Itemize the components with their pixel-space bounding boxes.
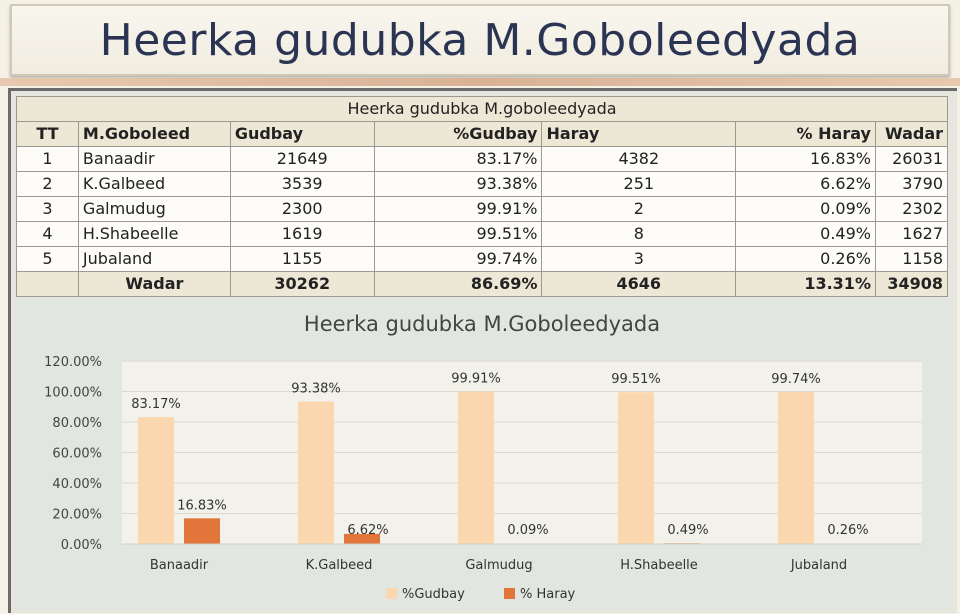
cell-tt: 1 [16, 146, 79, 172]
cell-pct-haray: 0.49% [735, 221, 876, 247]
cell-total-haray: 4646 [541, 271, 737, 297]
cell-total-pct-haray: 13.31% [735, 271, 876, 297]
cell-wadar: 1627 [874, 221, 949, 247]
cell-pct-haray: 6.62% [735, 171, 876, 197]
cell-haray: 3 [541, 246, 737, 272]
data-table: Heerka gudubka M.goboleedyada TT M.Gobol… [16, 96, 949, 297]
cell-haray: 2 [541, 196, 737, 222]
data-label: 0.09% [507, 523, 548, 538]
cell-goboleed: Galmudug [77, 196, 231, 222]
legend-swatch [386, 588, 397, 599]
header-gudbay: Gudbay [229, 121, 375, 147]
cell-wadar: 3790 [874, 171, 949, 197]
cell-tt: 2 [16, 171, 79, 197]
cell-haray: 4382 [541, 146, 737, 172]
y-tick-label: 40.00% [52, 477, 102, 492]
data-label: 93.38% [291, 382, 341, 397]
x-tick-label: K.Galbeed [306, 558, 373, 573]
cell-total-pct-gudbay: 86.69% [373, 271, 543, 297]
cell-tt [16, 271, 79, 297]
header-pct-haray: % Haray [735, 121, 876, 147]
cell-pct-haray: 0.09% [735, 196, 876, 222]
header-pct-gudbay: %Gudbay [373, 121, 543, 147]
cell-tt: 4 [16, 221, 79, 247]
legend-swatch [504, 588, 515, 599]
data-label: 99.91% [451, 372, 501, 387]
cell-wadar: 1158 [874, 246, 949, 272]
cell-gudbay: 2300 [229, 196, 375, 222]
cell-pct-gudbay: 99.74% [373, 246, 543, 272]
y-tick-label: 80.00% [52, 416, 102, 431]
data-label: 16.83% [177, 498, 227, 513]
cell-pct-gudbay: 99.51% [373, 221, 543, 247]
cell-goboleed: Jubaland [77, 246, 231, 272]
y-tick-label: 0.00% [61, 538, 102, 553]
slide-title: Heerka gudubka M.Goboleedyada [99, 14, 861, 66]
cell-pct-gudbay: 99.91% [373, 196, 543, 222]
data-label: 83.17% [131, 397, 181, 412]
table-caption-row: Heerka gudubka M.goboleedyada [16, 96, 948, 122]
data-label: 6.62% [347, 523, 388, 538]
bar-chart: Heerka gudubka M.Goboleedyada 0.00% 20.00… [44, 312, 922, 602]
table-row: 3 Galmudug 2300 99.91% 2 0.09% 2302 [16, 196, 949, 222]
bar-gudbay [458, 391, 494, 544]
cell-goboleed: K.Galbeed [77, 171, 231, 197]
table-caption: Heerka gudubka M.goboleedyada [16, 96, 948, 122]
decorative-stripe [0, 78, 960, 86]
cell-tt: 3 [16, 196, 79, 222]
header-tt: TT [16, 121, 79, 147]
data-label: 99.74% [771, 372, 821, 387]
legend-label: %Gudbay [402, 587, 465, 602]
cell-pct-haray: 0.26% [735, 246, 876, 272]
x-tick-label: Galmudug [465, 558, 532, 573]
chart-title: Heerka gudubka M.Goboleedyada [304, 312, 660, 336]
data-label: 99.51% [611, 372, 661, 387]
header-wadar: Wadar [874, 121, 949, 147]
cell-tt: 5 [16, 246, 79, 272]
cell-gudbay: 1619 [229, 221, 375, 247]
cell-gudbay: 1155 [229, 246, 375, 272]
y-tick-label: 60.00% [52, 447, 102, 462]
cell-pct-gudbay: 93.38% [373, 171, 543, 197]
x-tick-label: Jubaland [790, 558, 847, 573]
data-label: 0.26% [827, 523, 868, 538]
y-tick-label: 100.00% [44, 386, 102, 401]
table-row: 2 K.Galbeed 3539 93.38% 251 6.62% 3790 [16, 171, 949, 197]
bar-gudbay [778, 391, 814, 544]
cell-total-wadar: 34908 [874, 271, 949, 297]
y-tick-label: 120.00% [44, 355, 102, 370]
table-header-row: TT M.Goboleed Gudbay %Gudbay Haray % Har… [16, 121, 949, 147]
bar-haray [184, 518, 220, 544]
cell-gudbay: 3539 [229, 171, 375, 197]
table-row: 4 H.Shabeelle 1619 99.51% 8 0.49% 1627 [16, 221, 949, 247]
legend-label: % Haray [520, 587, 576, 602]
cell-total-label: Wadar [77, 271, 231, 297]
header-haray: Haray [541, 121, 737, 147]
y-tick-label: 20.00% [52, 508, 102, 523]
cell-haray: 8 [541, 221, 737, 247]
bar-gudbay [138, 417, 174, 544]
table-row: 5 Jubaland 1155 99.74% 3 0.26% 1158 [16, 246, 949, 272]
cell-goboleed: Banaadir [77, 146, 231, 172]
table-row: 1 Banaadir 21649 83.17% 4382 16.83% 2603… [16, 146, 949, 172]
cell-total-gudbay: 30262 [229, 271, 375, 297]
cell-goboleed: H.Shabeelle [77, 221, 231, 247]
bar-gudbay [298, 401, 334, 544]
slide-title-banner: Heerka gudubka M.Goboleedyada [10, 4, 950, 76]
cell-pct-gudbay: 83.17% [373, 146, 543, 172]
x-tick-label: Banaadir [150, 558, 209, 573]
cell-wadar: 2302 [874, 196, 949, 222]
header-goboleed: M.Goboleed [77, 121, 231, 147]
cell-pct-haray: 16.83% [735, 146, 876, 172]
data-label: 0.49% [667, 523, 708, 538]
cell-haray: 251 [541, 171, 737, 197]
bar-haray [344, 533, 380, 544]
bar-gudbay [618, 392, 654, 544]
chart-area: Heerka gudubka M.Goboleedyada 0.00% 20.00… [16, 298, 948, 610]
table-total-row: Wadar 30262 86.69% 4646 13.31% 34908 [16, 271, 949, 297]
cell-wadar: 26031 [874, 146, 949, 172]
x-tick-label: H.Shabeelle [620, 558, 698, 573]
cell-gudbay: 21649 [229, 146, 375, 172]
